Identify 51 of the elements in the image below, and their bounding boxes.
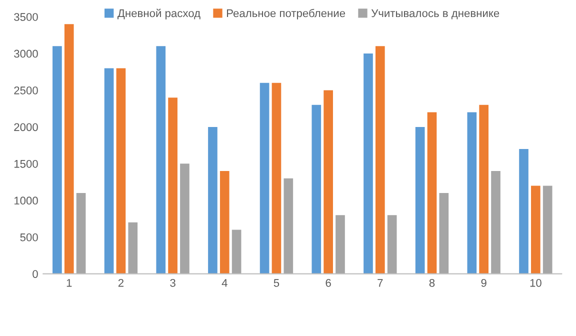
x-tick-label: 6	[326, 278, 331, 287]
bar	[324, 90, 333, 274]
bar	[439, 193, 449, 274]
x-tick-label: 5	[274, 279, 280, 287]
bar	[52, 46, 62, 274]
legend-label: Учитывалось в дневнике	[371, 9, 500, 20]
y-tick-label: 500	[20, 233, 38, 242]
bar	[180, 164, 190, 274]
bar	[542, 186, 552, 274]
bar	[415, 126, 425, 274]
x-tick-label: 1	[66, 279, 72, 287]
x-tick-label: 4	[222, 279, 228, 287]
bar	[128, 222, 138, 274]
y-tick-label: 3000	[14, 50, 38, 58]
legend-label: Дневной расход	[118, 8, 200, 20]
x-tick-label: 10	[530, 278, 542, 287]
bar	[284, 178, 294, 274]
bar	[375, 46, 385, 274]
y-tick-label: 0	[32, 270, 38, 278]
bar	[104, 68, 114, 274]
bar	[168, 98, 178, 274]
bar	[364, 54, 373, 274]
x-tick-label: 9	[481, 278, 486, 287]
legend-label: Реальное потребление	[227, 8, 346, 20]
bar	[232, 230, 242, 274]
bar	[531, 186, 540, 274]
bar	[312, 104, 322, 274]
x-tick-label: 8	[429, 278, 435, 287]
y-tick-label: 2000	[14, 123, 38, 132]
y-tick-label: 1000	[14, 196, 38, 205]
bar	[491, 171, 500, 274]
bar	[156, 46, 166, 274]
y-tick-label: 1500	[14, 160, 38, 168]
bar	[76, 193, 86, 274]
bar	[272, 82, 282, 274]
bar	[519, 148, 528, 274]
bar	[220, 171, 230, 274]
y-tick-label: 2500	[14, 86, 38, 94]
x-tick-label: 3	[170, 278, 176, 287]
bar	[336, 215, 345, 274]
bar	[260, 82, 270, 274]
bar	[116, 68, 126, 274]
x-tick-label: 7	[378, 279, 383, 287]
bar	[64, 24, 74, 274]
bar	[479, 104, 489, 274]
bar	[387, 215, 397, 274]
bar	[208, 126, 218, 274]
y-tick-label: 3500	[14, 13, 38, 21]
bar	[427, 112, 437, 274]
bar	[467, 112, 477, 274]
x-tick-label: 2	[118, 278, 124, 287]
